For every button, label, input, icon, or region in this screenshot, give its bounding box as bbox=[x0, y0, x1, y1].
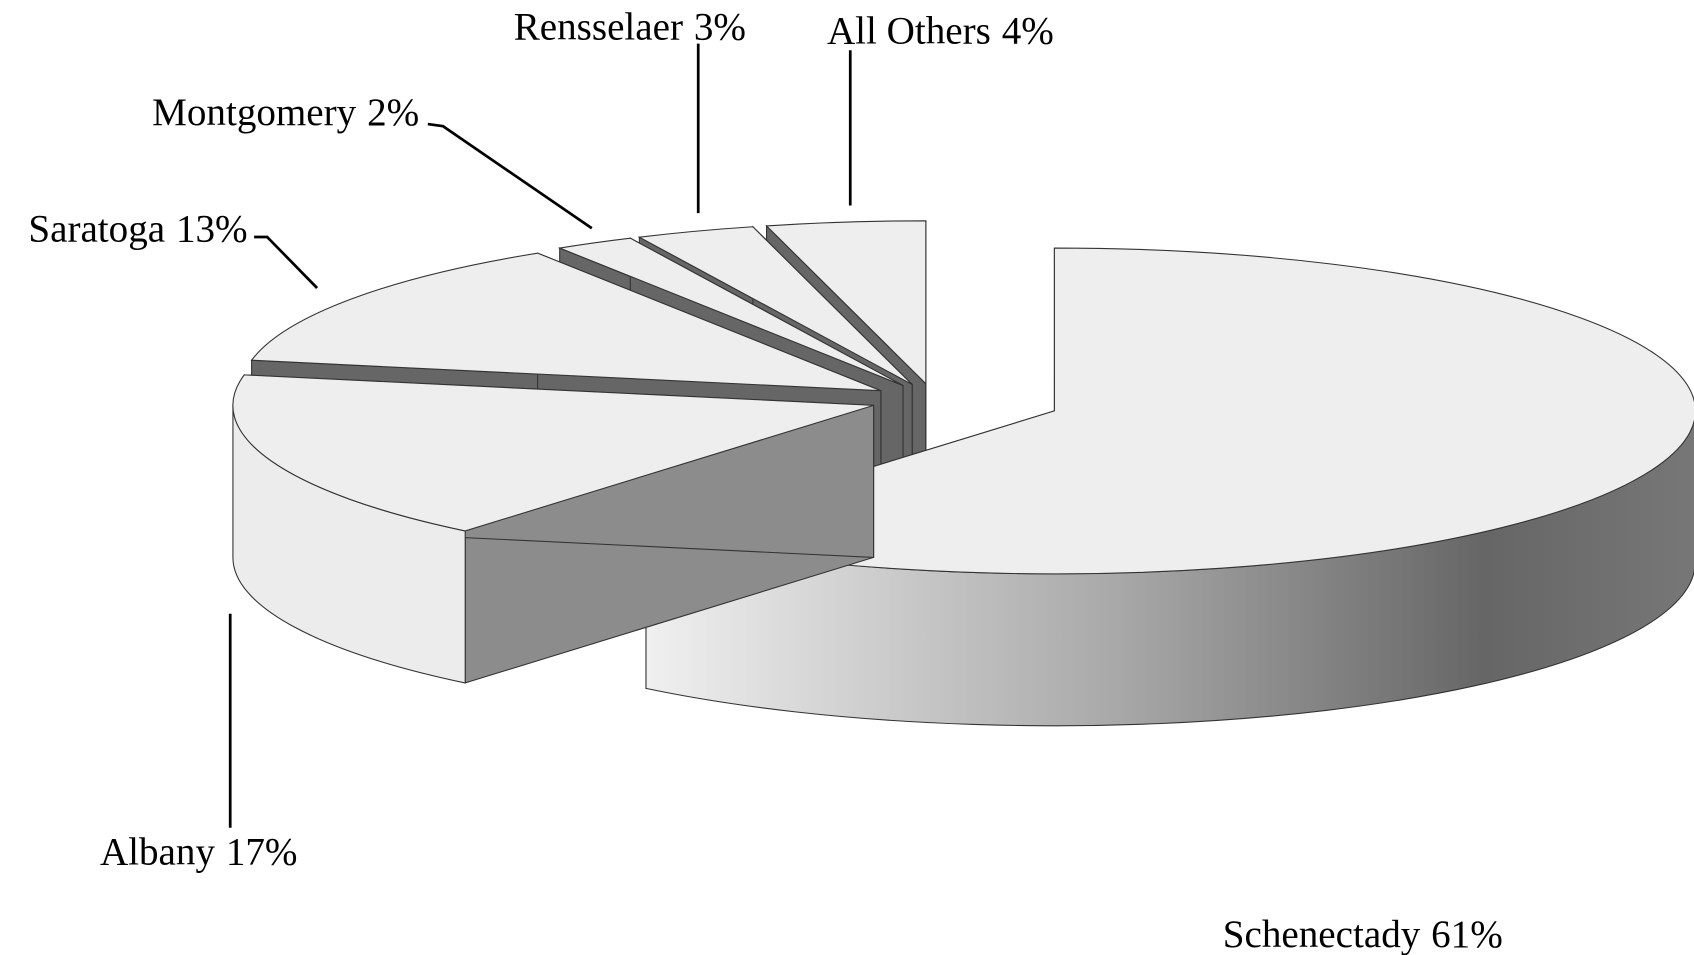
leader-line bbox=[427, 122, 593, 230]
slice bbox=[232, 374, 874, 532]
slice-label: Saratoga 13% bbox=[28, 207, 247, 250]
slice bbox=[557, 237, 904, 387]
slice bbox=[765, 220, 927, 386]
pie bbox=[232, 220, 1694, 727]
slice-label: Albany 17% bbox=[100, 831, 298, 874]
labels: Schenectady 61% Albany 17% Saratoga 13% Mon… bbox=[28, 5, 1502, 955]
slice-label: Montgomery 2% bbox=[152, 91, 419, 134]
slice bbox=[250, 252, 882, 392]
slice-label: All Others 4% bbox=[827, 10, 1054, 53]
slice bbox=[645, 247, 1694, 575]
slice-label: Rensselaer 3% bbox=[514, 5, 746, 48]
slice-label: Schenectady 61% bbox=[1223, 913, 1503, 955]
slice bbox=[637, 226, 913, 386]
leader-line bbox=[254, 235, 319, 289]
